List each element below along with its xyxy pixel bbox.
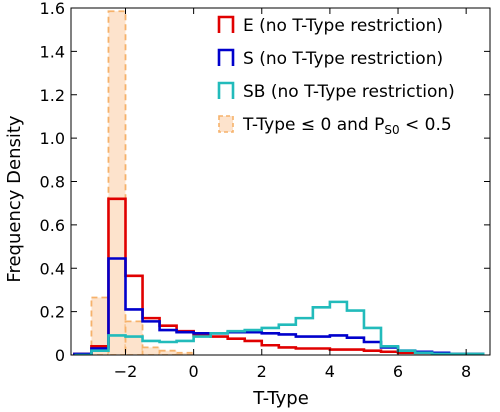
- bar-3-3: [124, 320, 144, 355]
- y-tick-label: 0.4: [40, 259, 65, 278]
- bar-3-2: [107, 10, 127, 355]
- bar-3-6: [175, 351, 195, 355]
- y-tick-label: 0.8: [40, 173, 65, 192]
- bar-3-4: [141, 346, 161, 355]
- x-tick-label: 6: [393, 362, 403, 381]
- y-tick-label: 0.2: [40, 303, 65, 322]
- x-tick-label: 0: [189, 362, 199, 381]
- legend-item-1: S (no T-Type restriction): [217, 48, 443, 69]
- legend-item-2: SB (no T-Type restriction): [217, 81, 455, 102]
- legend-swatch: [218, 115, 234, 133]
- y-axis-label: Frequency Density: [4, 115, 25, 282]
- legend-label: S (no T-Type restriction): [243, 49, 443, 69]
- legend-swatch: [217, 48, 235, 66]
- y-tick-label: 1.4: [40, 42, 65, 61]
- series-3: [90, 10, 195, 355]
- y-tick-label: 0.6: [40, 216, 65, 235]
- legend-swatch: [217, 81, 235, 99]
- y-tick-label: 0: [55, 346, 65, 365]
- series-layer: [73, 10, 485, 355]
- x-tick-label: 4: [325, 362, 335, 381]
- legend-label: SB (no T-Type restriction): [243, 82, 455, 102]
- y-tick-label: 1.0: [40, 129, 65, 148]
- bar-3-5: [158, 349, 178, 355]
- series-2: [74, 300, 485, 355]
- x-axis-label: T-Type: [252, 388, 309, 409]
- legend-label: E (no T-Type restriction): [243, 16, 443, 36]
- legend-label: T-Type ≤ 0 and PS0 < 0.5: [242, 115, 452, 137]
- legend: E (no T-Type restriction) S (no T-Type re…: [217, 15, 455, 137]
- y-tick-label: 1.2: [40, 86, 65, 105]
- x-tick-label: −2: [114, 362, 138, 381]
- x-tick-label: 2: [257, 362, 267, 381]
- y-tick-label: 1.6: [40, 0, 65, 18]
- legend-item-3: T-Type ≤ 0 and PS0 < 0.5: [218, 115, 452, 137]
- axes: −2 0 2 4 6 8 0 0.2 0.4 0.6 0.8 1.0 1.2 1.4 1.6: [40, 0, 491, 381]
- series-line-2: [74, 300, 485, 355]
- legend-item-0: E (no T-Type restriction): [217, 15, 443, 36]
- legend-swatch: [217, 15, 235, 33]
- x-tick-label: 8: [461, 362, 471, 381]
